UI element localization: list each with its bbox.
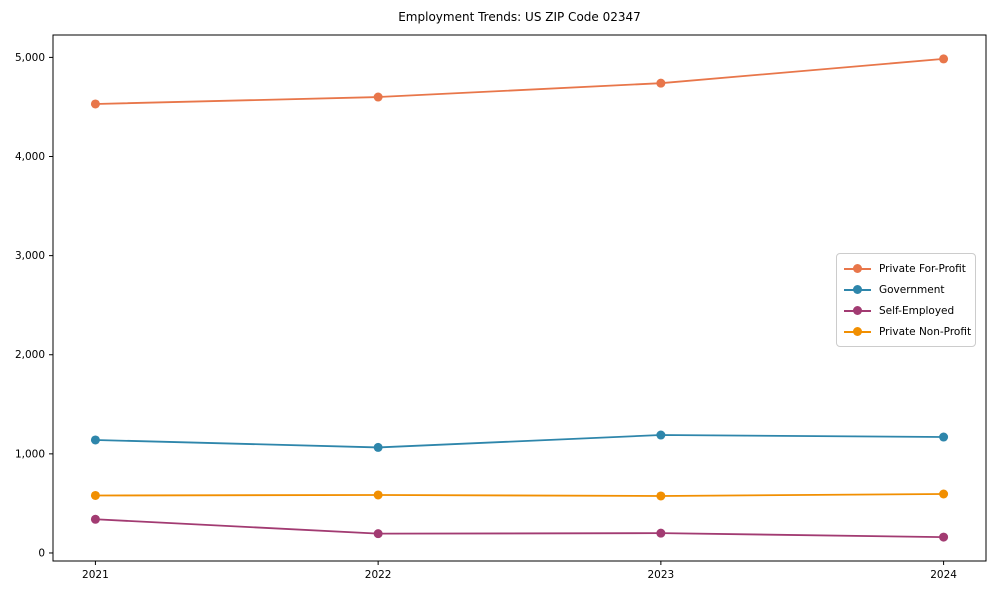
legend-item-self-employed: Self-Employed <box>844 300 969 321</box>
x-axis-tick-label: 2023 <box>647 569 674 581</box>
data-point-self-employed-2021 <box>90 514 100 524</box>
y-axis-tick-label: 5,000 <box>15 52 45 64</box>
series-line-private-non-profit <box>95 493 944 497</box>
series-line-private-for-profit <box>95 57 944 105</box>
legend-marker-line-dot-icon <box>844 263 871 274</box>
legend-label: Self-Employed <box>879 304 955 317</box>
legend-marker-line-dot-icon <box>844 284 871 295</box>
data-point-self-employed-2024 <box>939 532 949 542</box>
data-point-government-2021 <box>90 435 100 445</box>
legend-label: Government <box>879 283 945 296</box>
legend-item-government: Government <box>844 279 969 300</box>
data-point-self-employed-2023 <box>656 528 666 538</box>
data-point-private-non-profit-2021 <box>90 490 100 500</box>
y-axis-tick-label: 4,000 <box>15 151 45 163</box>
data-point-private-non-profit-2024 <box>939 489 949 499</box>
data-point-private-for-profit-2022 <box>373 92 383 102</box>
x-axis-tick-label: 2022 <box>365 569 392 581</box>
y-axis-tick-label: 3,000 <box>15 250 45 262</box>
data-point-private-non-profit-2023 <box>656 491 666 501</box>
data-point-private-for-profit-2021 <box>90 99 100 109</box>
legend-label: Private For-Profit <box>879 262 966 275</box>
data-point-private-non-profit-2022 <box>373 490 383 500</box>
chart-title: Employment Trends: US ZIP Code 02347 <box>398 10 641 24</box>
axes-frame <box>52 34 987 562</box>
x-axis-tick-label: 2021 <box>82 569 109 581</box>
data-point-self-employed-2022 <box>373 529 383 539</box>
series-line-government <box>95 434 944 449</box>
legend-marker-line-dot-icon <box>844 305 871 316</box>
x-axis-tick-label: 2024 <box>930 569 957 581</box>
y-axis-tick-label: 2,000 <box>15 349 45 361</box>
y-axis-tick-label: 1,000 <box>15 448 45 460</box>
data-point-private-for-profit-2023 <box>656 78 666 88</box>
legend: Private For-Profit Government Self-Emplo… <box>836 253 976 347</box>
legend-label: Private Non-Profit <box>879 325 972 338</box>
legend-item-private-for-profit: Private For-Profit <box>844 258 969 279</box>
data-point-government-2024 <box>939 432 949 442</box>
y-axis-tick-label: 0 <box>38 547 45 559</box>
data-point-government-2022 <box>373 442 383 452</box>
data-point-government-2023 <box>656 430 666 440</box>
series-line-self-employed <box>95 518 944 539</box>
data-point-private-for-profit-2024 <box>939 54 949 64</box>
legend-item-private-non-profit: Private Non-Profit <box>844 321 972 342</box>
legend-marker-line-dot-icon <box>844 326 871 337</box>
